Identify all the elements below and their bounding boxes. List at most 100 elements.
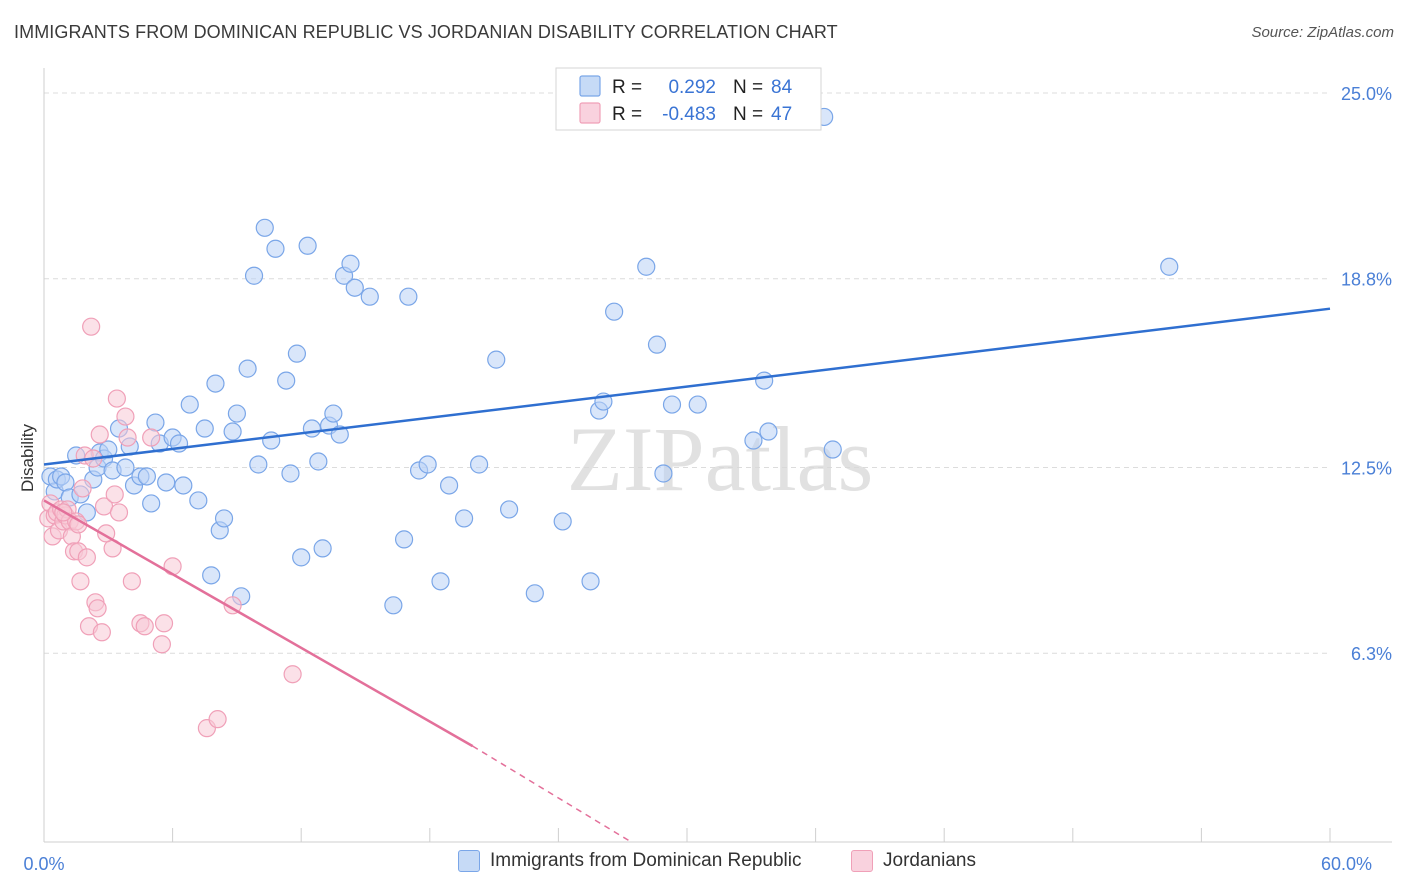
data-point-dominican xyxy=(255,218,274,237)
data-point-dominican xyxy=(292,548,311,567)
data-point-dominican xyxy=(581,572,600,591)
data-point-dominican xyxy=(605,302,624,321)
legend-swatch xyxy=(579,75,601,97)
bottom-legend-item-dominican[interactable]: Immigrants from Dominican Republic xyxy=(458,850,802,872)
correlation-legend: R = 0.292 N = 84 R = -0.483 N = 47 xyxy=(555,67,822,131)
data-point-jordanian xyxy=(163,557,182,576)
legend-r-label: R = xyxy=(612,104,642,125)
data-point-jordanian xyxy=(90,425,109,444)
data-point-dominican xyxy=(202,566,221,585)
trend-line-jordanian xyxy=(43,499,474,748)
data-point-dominican xyxy=(137,467,156,486)
data-point-dominican xyxy=(500,500,519,519)
legend-swatch-pink xyxy=(851,850,873,872)
data-point-dominican xyxy=(394,530,414,549)
data-point-dominican xyxy=(180,395,199,414)
data-point-jordanian xyxy=(88,599,107,618)
data-point-dominican xyxy=(654,464,673,483)
data-point-dominican xyxy=(223,422,242,441)
data-point-dominican xyxy=(244,266,264,285)
data-point-jordanian xyxy=(208,710,227,729)
data-point-dominican xyxy=(384,596,403,615)
x-tick-labels: 0.0% 60.0% xyxy=(23,854,1372,874)
data-point-dominican xyxy=(324,404,343,423)
data-point-dominican xyxy=(487,350,506,369)
bottom-legend-item-jordanians[interactable]: Jordanians xyxy=(851,850,976,872)
data-point-dominican xyxy=(56,473,75,492)
data-point-jordanian xyxy=(118,428,137,447)
data-point-dominican xyxy=(298,236,317,255)
data-point-dominican xyxy=(454,509,474,528)
data-point-dominican xyxy=(174,476,193,495)
data-point-jordanian xyxy=(82,317,101,336)
data-point-jordanian xyxy=(105,485,124,504)
data-point-dominican xyxy=(287,344,307,363)
legend-n-value: 47 xyxy=(771,104,792,125)
data-point-dominican xyxy=(309,452,328,471)
data-point-dominican xyxy=(553,512,572,531)
data-point-dominican xyxy=(157,473,176,492)
data-point-dominican xyxy=(266,239,285,258)
data-point-jordanian xyxy=(135,617,154,636)
data-point-jordanian xyxy=(73,479,92,498)
data-point-dominican xyxy=(418,455,437,474)
legend-n-label: N = xyxy=(733,77,763,98)
legend-r-value: -0.483 xyxy=(662,104,716,125)
data-point-jordanian xyxy=(142,428,161,447)
data-point-dominican xyxy=(195,419,214,438)
data-point-dominican xyxy=(399,287,418,306)
legend-swatch-blue xyxy=(458,850,480,872)
data-point-dominican xyxy=(238,359,257,378)
x-tick-label-max: 60.0% xyxy=(1321,854,1372,874)
y-tick-label: 18.8% xyxy=(1341,270,1392,290)
data-point-dominican xyxy=(744,431,763,450)
data-point-dominican xyxy=(759,422,778,441)
legend-r-label: R = xyxy=(612,77,642,98)
data-point-dominican xyxy=(823,440,842,459)
data-point-dominican xyxy=(214,509,234,528)
data-point-jordanian xyxy=(122,572,141,591)
legend-label-dominican: Immigrants from Dominican Republic xyxy=(490,850,802,871)
data-point-dominican xyxy=(227,404,246,423)
data-point-dominican xyxy=(313,539,332,558)
data-point-dominican xyxy=(277,371,296,390)
legend-r-value: 0.292 xyxy=(668,77,716,98)
data-point-dominican xyxy=(662,395,682,414)
trend-line-dominican xyxy=(43,307,1331,466)
data-point-dominican xyxy=(1160,257,1179,276)
y-tick-label: 6.3% xyxy=(1351,644,1392,664)
data-point-dominican xyxy=(360,287,379,306)
data-point-jordanian xyxy=(107,389,126,408)
grid-lines xyxy=(44,92,1330,654)
data-point-dominican xyxy=(345,278,364,297)
data-point-jordanian xyxy=(109,503,129,522)
data-point-jordanian xyxy=(283,665,302,684)
data-point-jordanian xyxy=(152,635,171,654)
y-tick-label: 25.0% xyxy=(1341,84,1392,104)
data-point-dominican xyxy=(249,455,268,474)
data-point-dominican xyxy=(189,491,208,510)
watermark: ZIPatlas xyxy=(567,408,874,510)
data-point-dominican xyxy=(302,419,322,438)
data-point-dominican xyxy=(99,440,118,459)
legend-n-value: 84 xyxy=(771,77,793,98)
data-point-jordanian xyxy=(92,623,111,642)
data-point-jordanian xyxy=(77,548,96,567)
data-point-dominican xyxy=(439,476,459,495)
data-point-dominican xyxy=(469,455,489,474)
trend-lines xyxy=(43,307,1331,843)
data-point-dominican xyxy=(647,335,667,354)
data-point-jordanian xyxy=(154,614,174,633)
axes xyxy=(43,68,1392,843)
data-point-dominican xyxy=(281,464,300,483)
x-tick-label-min: 0.0% xyxy=(23,854,64,874)
chart-title: IMMIGRANTS FROM DOMINICAN REPUBLIC VS JO… xyxy=(14,22,838,42)
data-point-dominican xyxy=(341,254,360,273)
legend-label-jordanians: Jordanians xyxy=(883,850,976,871)
y-tick-label: 12.5% xyxy=(1341,458,1392,478)
data-point-dominican xyxy=(262,431,281,450)
chart-source: Source: ZipAtlas.com xyxy=(1251,24,1394,41)
data-point-jordanian xyxy=(116,407,135,426)
data-point-dominican xyxy=(431,572,450,591)
